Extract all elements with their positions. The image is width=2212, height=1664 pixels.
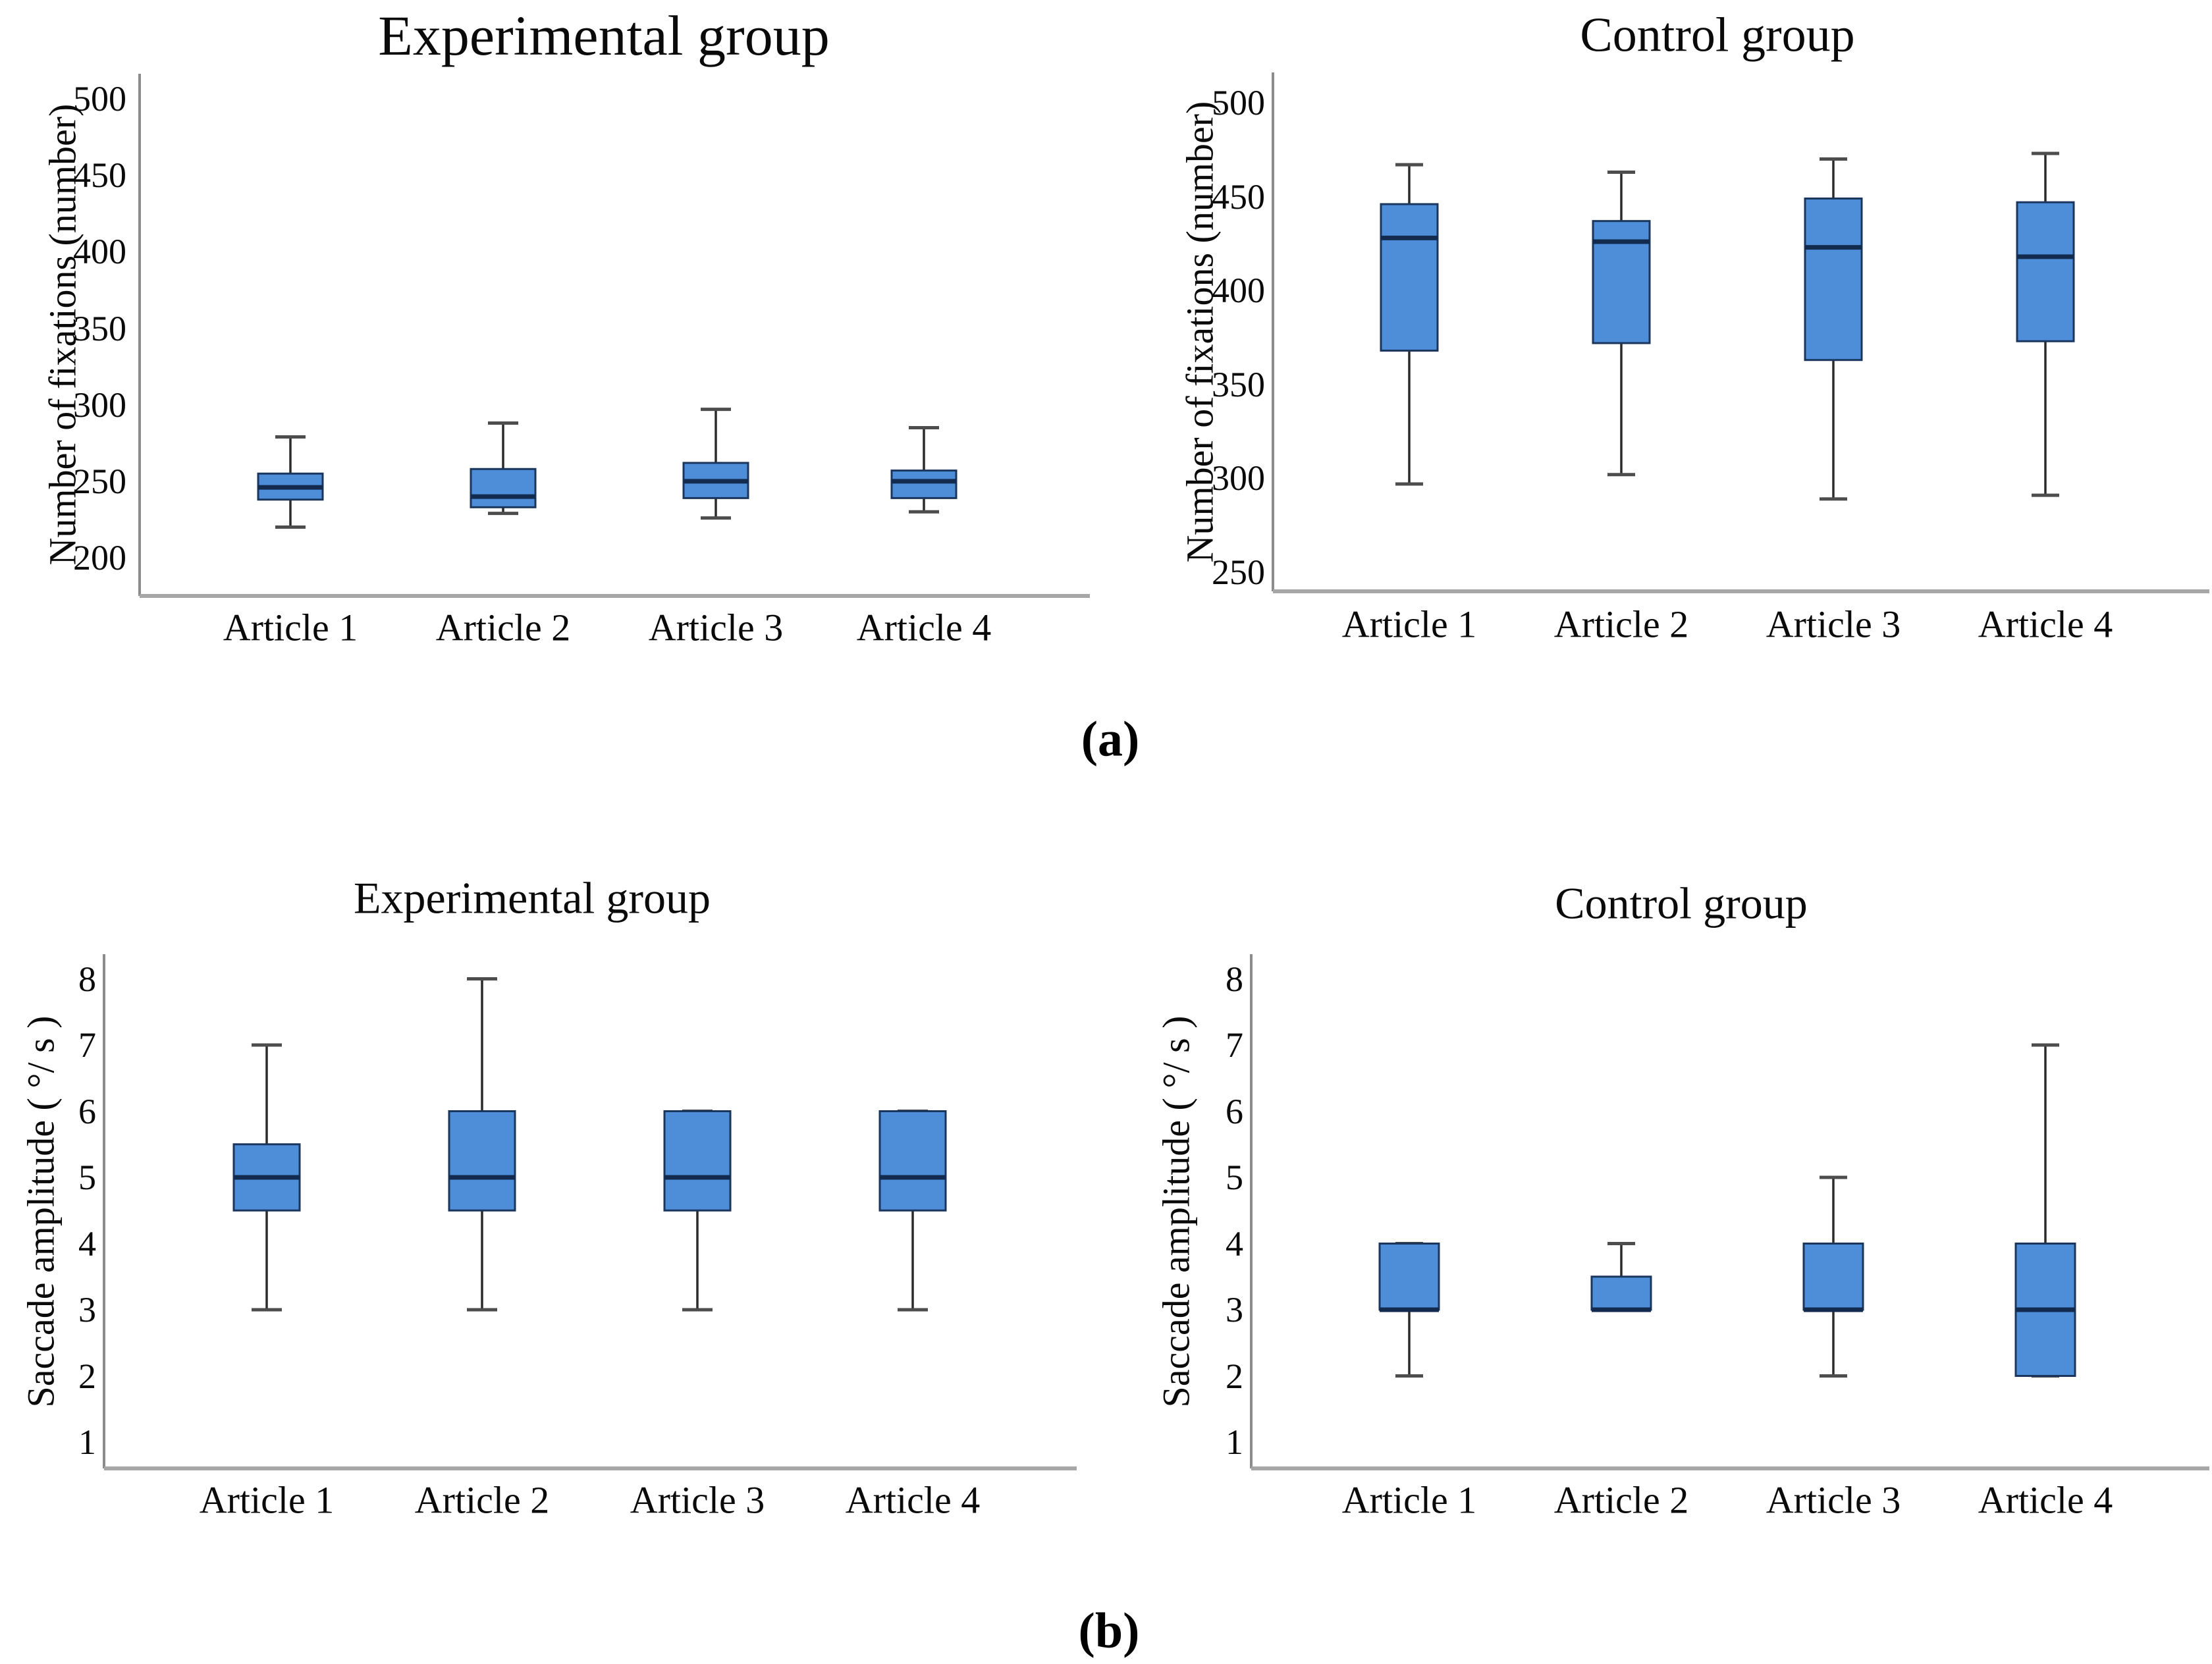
x-category-label: Article 3 bbox=[1766, 603, 1901, 646]
boxplot-article-4 bbox=[2016, 151, 2075, 497]
boxplot-article-2 bbox=[448, 977, 516, 1312]
y-tick-label: 6 bbox=[1226, 1091, 1243, 1131]
x-category-label: Article 1 bbox=[223, 606, 358, 649]
boxplot-article-2 bbox=[470, 421, 537, 516]
x-category-label: Article 3 bbox=[648, 606, 784, 649]
y-tick-label: 2 bbox=[1226, 1356, 1243, 1396]
iqr-box bbox=[448, 1110, 516, 1212]
iqr-box bbox=[1378, 1243, 1440, 1311]
y-tick-label: 1 bbox=[1226, 1422, 1243, 1462]
boxplot-article-1 bbox=[1380, 163, 1439, 486]
iqr-box bbox=[890, 470, 958, 499]
y-tick-label: 400 bbox=[1212, 271, 1265, 311]
boxplot-article-3 bbox=[663, 1110, 732, 1312]
x-category-label: Article 4 bbox=[856, 606, 992, 649]
boxplot-panel-2 bbox=[103, 954, 1077, 1470]
iqr-box bbox=[878, 1110, 947, 1212]
y-tick-label: 500 bbox=[73, 79, 126, 119]
boxplot-article-4 bbox=[878, 1110, 947, 1312]
chart-title: Control group bbox=[1555, 878, 1808, 928]
x-category-label: Article 1 bbox=[199, 1478, 335, 1522]
y-tick-label: 3 bbox=[78, 1290, 96, 1329]
y-tick-label: 4 bbox=[78, 1223, 96, 1264]
boxplot-article-3 bbox=[682, 408, 749, 520]
y-tick-label: 300 bbox=[73, 385, 126, 425]
boxplot-article-1 bbox=[232, 1043, 301, 1312]
y-tick-label: 350 bbox=[73, 308, 126, 348]
boxplot-article-4 bbox=[2014, 1043, 2076, 1378]
y-tick-label: 7 bbox=[1226, 1025, 1243, 1065]
y-tick-label: 3 bbox=[1226, 1290, 1243, 1329]
iqr-box bbox=[2016, 201, 2075, 342]
y-tick-label: 250 bbox=[73, 461, 126, 501]
y-tick-label: 300 bbox=[1212, 458, 1265, 498]
y-tick-label: 200 bbox=[73, 538, 126, 577]
y-tick-label: 7 bbox=[78, 1025, 96, 1065]
iqr-box bbox=[1590, 1275, 1652, 1311]
y-tick-label: 450 bbox=[1212, 176, 1265, 217]
y-tick-label: 5 bbox=[78, 1158, 96, 1197]
y-tick-label: 5 bbox=[1226, 1158, 1243, 1197]
boxplot-article-2 bbox=[1592, 171, 1651, 477]
x-category-label: Article 2 bbox=[435, 606, 571, 649]
iqr-box bbox=[1380, 203, 1439, 352]
boxplot-article-1 bbox=[1378, 1242, 1440, 1378]
boxplot-article-1 bbox=[257, 435, 324, 529]
y-tick-label: 4 bbox=[1226, 1223, 1243, 1264]
boxplot-panel-1 bbox=[1272, 72, 2209, 593]
x-category-label: Article 2 bbox=[1553, 603, 1689, 646]
chart-title: Control group bbox=[1580, 8, 1855, 63]
boxplot-article-4 bbox=[890, 426, 958, 514]
chart-title: Experimental group bbox=[354, 872, 711, 923]
boxplot-article-2 bbox=[1590, 1242, 1652, 1312]
x-category-label: Article 3 bbox=[1766, 1478, 1901, 1522]
iqr-box bbox=[663, 1110, 732, 1212]
y-tick-label: 8 bbox=[1226, 959, 1243, 999]
boxplot-article-3 bbox=[1802, 1175, 1864, 1378]
y-tick-label: 250 bbox=[1212, 552, 1265, 592]
x-category-label: Article 3 bbox=[630, 1478, 765, 1522]
y-tick-label: 8 bbox=[78, 959, 96, 999]
x-category-label: Article 4 bbox=[845, 1478, 981, 1522]
y-axis-label: Saccade amplitude ( °/ s ) bbox=[1154, 1015, 1198, 1408]
x-category-label: Article 4 bbox=[1978, 603, 2113, 646]
x-category-label: Article 2 bbox=[1553, 1478, 1689, 1522]
subfigure-label-a: (a) bbox=[1081, 711, 1140, 767]
x-category-label: Article 4 bbox=[1978, 1478, 2113, 1522]
iqr-box bbox=[1802, 1243, 1864, 1311]
y-tick-label: 450 bbox=[73, 155, 126, 196]
y-tick-label: 2 bbox=[78, 1356, 96, 1396]
iqr-box bbox=[470, 468, 537, 508]
x-category-label: Article 2 bbox=[414, 1478, 550, 1522]
boxplot-panel-3 bbox=[1250, 954, 2209, 1470]
y-axis-label: Saccade amplitude ( °/ s ) bbox=[19, 1015, 63, 1408]
boxplot-article-3 bbox=[1804, 157, 1863, 501]
iqr-box bbox=[1592, 220, 1651, 344]
iqr-box bbox=[1804, 197, 1863, 362]
x-category-label: Article 1 bbox=[1341, 1478, 1477, 1522]
y-tick-label: 350 bbox=[1212, 364, 1265, 404]
y-tick-label: 400 bbox=[73, 232, 126, 272]
chart-title: Experimental group bbox=[378, 4, 830, 67]
y-tick-label: 1 bbox=[78, 1422, 96, 1462]
subfigure-label-b: (b) bbox=[1078, 1603, 1140, 1659]
y-tick-label: 6 bbox=[78, 1091, 96, 1131]
y-tick-label: 500 bbox=[1212, 83, 1265, 122]
boxplot-panel-0 bbox=[138, 74, 1090, 598]
x-category-label: Article 1 bbox=[1341, 603, 1477, 646]
